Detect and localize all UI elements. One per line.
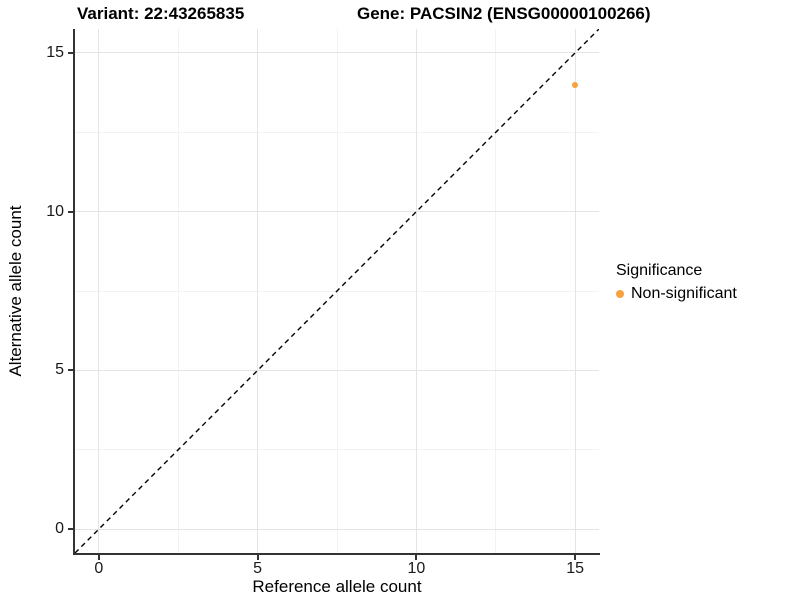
x-tick-label: 10	[407, 560, 426, 577]
x-axis-line	[73, 553, 600, 555]
legend: Significance Non-significant	[616, 262, 737, 303]
x-tick-label: 15	[566, 560, 585, 577]
y-tick-mark	[68, 210, 73, 213]
data-point	[572, 81, 579, 88]
y-axis-title: Alternative allele count	[6, 205, 25, 377]
legend-item: Non-significant	[616, 285, 737, 303]
identity-reference-line	[75, 29, 599, 553]
y-minor-gridline	[75, 131, 599, 133]
y-tick-label: 10	[46, 202, 64, 220]
y-axis-line	[73, 29, 75, 555]
y-tick-mark	[68, 528, 73, 531]
y-tick-label: 0	[55, 520, 64, 538]
x-major-gridline	[574, 29, 576, 553]
x-tick-mark	[256, 555, 259, 560]
y-tick-mark	[68, 369, 73, 372]
y-major-gridline	[75, 211, 599, 213]
y-tick-label: 5	[55, 361, 64, 379]
y-tick-label: 15	[46, 43, 64, 61]
legend-key-dot	[616, 290, 624, 298]
plot-title-variant: Variant: 22:43265835	[77, 4, 245, 23]
plot-title-gene: Gene: PACSIN2 (ENSG00000100266)	[357, 4, 651, 23]
plot-panel	[75, 29, 599, 553]
y-major-gridline	[75, 369, 599, 371]
y-major-gridline	[75, 528, 599, 530]
x-tick-label: 0	[94, 560, 104, 577]
y-major-gridline	[75, 52, 599, 54]
x-major-gridline	[98, 29, 100, 553]
legend-item-label: Non-significant	[631, 285, 737, 302]
identity-line-path	[75, 29, 599, 553]
x-major-gridline	[257, 29, 259, 553]
x-tick-label: 5	[253, 560, 263, 577]
x-tick-mark	[574, 555, 577, 560]
legend-title: Significance	[616, 262, 703, 279]
x-major-gridline	[415, 29, 417, 553]
x-tick-mark	[97, 555, 100, 560]
x-axis-title: Reference allele count	[252, 577, 422, 596]
y-minor-gridline	[75, 449, 599, 451]
x-tick-mark	[415, 555, 418, 560]
y-tick-mark	[68, 51, 73, 54]
